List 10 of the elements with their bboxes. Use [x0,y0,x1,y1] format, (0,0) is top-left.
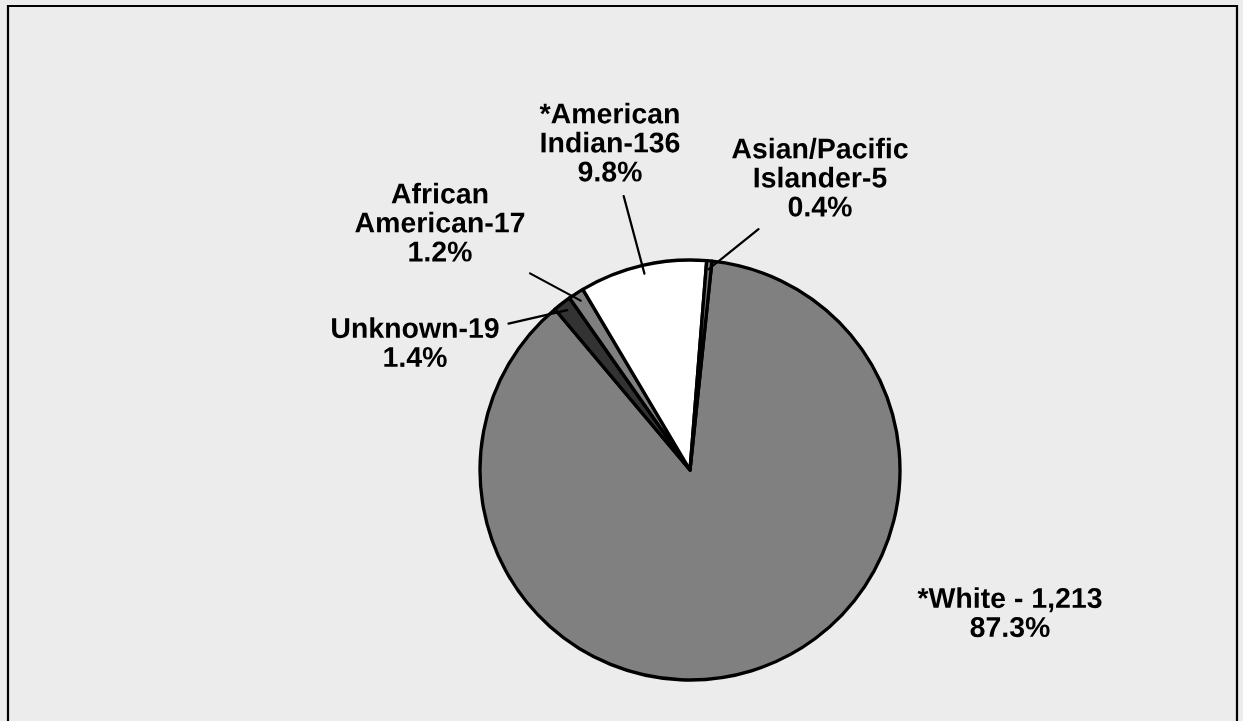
data-label: 87.3% [970,616,1050,638]
data-label: 1.2% [409,241,472,262]
slice-label: *White - 1,213 [917,587,1102,613]
data-label: 1.4% [384,347,447,368]
slice-label: African American-17 [355,182,525,233]
slice-label: Asian/Pacific Islander-5 [732,137,908,188]
slice-label: *American Indian-136 [539,102,680,153]
data-label: 9.8% [578,161,642,182]
data-label: 0.4% [788,196,852,217]
slice-label: Unknown-19 [332,317,499,339]
